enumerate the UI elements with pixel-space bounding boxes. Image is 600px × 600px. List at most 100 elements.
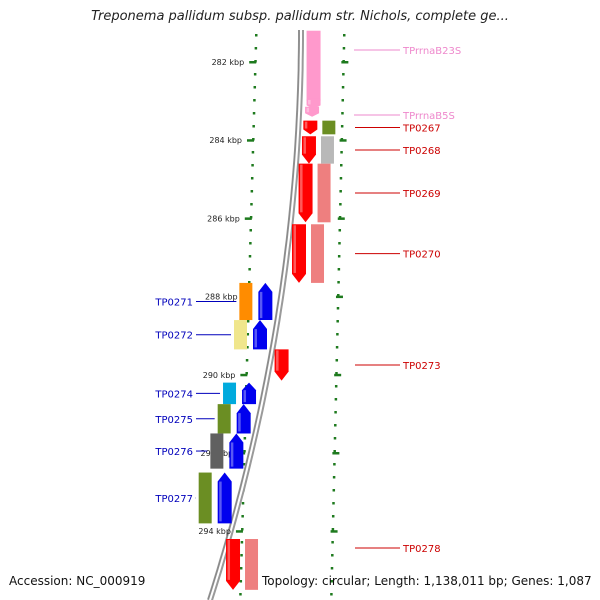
right-dot-guide-dot [340, 164, 343, 167]
ruler-tick-right [339, 139, 347, 142]
right-dot-guide-dot [341, 112, 344, 115]
right-dot-guide-dot [339, 190, 342, 193]
cog-bar-TP0271 [239, 282, 253, 321]
right-dot-guide-dot [336, 307, 340, 310]
cog-bar-TP0269 [317, 163, 331, 223]
right-dot-guide-dot [330, 580, 333, 583]
rrna-arrow-TPrrnaB5S [305, 106, 320, 117]
reverse-gene-TP0274 [242, 382, 257, 405]
right-dot-guide-dot [333, 437, 337, 440]
cog-bar-TP0278 [245, 539, 259, 590]
left-dot-guide-dot [254, 47, 258, 50]
forward-gene-TP0268-shine [303, 137, 306, 154]
right-dot-guide-dot [333, 450, 336, 453]
left-dot-guide-dot [255, 34, 258, 37]
reverse-gene-TP0274-shine [243, 390, 247, 403]
right-dot-guide-dot [335, 359, 339, 362]
right-dot-guide-dot [331, 515, 335, 518]
right-dot-guide-dot [334, 411, 337, 414]
left-dot-guide-dot [253, 86, 257, 89]
left-dot-guide-dot [251, 164, 254, 167]
right-dot-guide-dot [335, 372, 338, 375]
right-dot-guide-dot [338, 216, 342, 219]
dotted-guides [239, 34, 346, 596]
ruler-label: 294 kbp [198, 527, 231, 536]
left-dot-guide-dot [239, 567, 243, 570]
cog-bar-TP0268 [320, 136, 334, 164]
backbone-edge [207, 30, 300, 600]
forward-gene-TP0268 [301, 136, 316, 164]
reverse-gene-TP0276 [229, 433, 244, 469]
right-dot-guide-dot [334, 385, 338, 388]
reverse-gene-TP0275-shine [238, 413, 241, 432]
gene-label-TP0272: TP0272 [154, 331, 193, 342]
left-dot-guide-dot [248, 255, 252, 258]
right-dot-guide-dot [334, 424, 337, 427]
right-dot-guide-dot [339, 177, 343, 180]
right-dot-guide-dot [337, 255, 341, 258]
right-dot-guide-dot [337, 294, 340, 297]
ruler-tick-right [332, 452, 340, 455]
ruler-label: 282 kbp [212, 58, 245, 67]
forward-gene-TP0267-shine [304, 121, 308, 129]
cog-bar-TP0276 [210, 433, 224, 469]
left-dot-guide-dot [239, 580, 243, 583]
left-dot-guide-dot [250, 203, 253, 206]
forward-gene-TP0273 [274, 349, 289, 381]
gene-label-TP0275: TP0275 [154, 415, 193, 426]
forward-gene-TP0270 [292, 224, 307, 283]
right-dot-guide-dot [336, 320, 339, 323]
map-title: Treponema pallidum subsp. pallidum str. … [91, 9, 509, 24]
ruler-tick-right [330, 530, 338, 533]
cog-bar-TP0267 [322, 120, 336, 135]
left-dot-guide-dot [245, 372, 248, 375]
cog-bar-TP0272 [234, 320, 248, 350]
left-dot-guide-dot [240, 554, 243, 557]
left-dot-guide-dot [239, 593, 242, 596]
gene-label-TP0267: TP0267 [402, 123, 441, 134]
ruler-tick [246, 139, 254, 142]
right-dot-guide-dot [330, 593, 333, 596]
gene-label-TP0270: TP0270 [402, 250, 441, 261]
right-dot-guide-dot [342, 73, 345, 76]
forward-gene-TP0269 [298, 163, 313, 223]
ruler-tick-right [337, 217, 345, 220]
forward-gene-TP0269-shine [300, 164, 303, 213]
ruler-label: 290 kbp [203, 371, 236, 380]
forward-gene-TP0273-shine [276, 350, 279, 371]
forward-gene-TP0278-shine [227, 540, 231, 580]
reverse-gene-TP0271-shine [259, 291, 263, 319]
reverse-gene-TP0272 [253, 320, 268, 350]
left-dot-guide-dot [243, 437, 247, 440]
left-dot-guide-dot [252, 112, 256, 115]
gene-label-TP0274: TP0274 [154, 389, 193, 400]
right-dot-guide-dot [339, 203, 342, 206]
forward-gene-TP0267 [303, 120, 318, 135]
left-dot-guide-dot [240, 541, 244, 544]
ruler-tick-right [335, 295, 343, 299]
left-dot-guide-dot [253, 99, 256, 102]
gene-label-TP0273: TP0273 [402, 361, 441, 372]
ruler-tick [249, 61, 257, 64]
right-dot-guide-dot [332, 476, 336, 479]
reverse-gene-TP0276-shine [230, 442, 234, 467]
right-dot-guide-dot [331, 541, 334, 544]
reverse-gene-TP0277 [217, 472, 232, 524]
ruler-tick-right [341, 61, 349, 64]
left-dot-guide-dot [242, 463, 246, 466]
right-dot-guide-dot [332, 502, 335, 505]
left-dot-guide-dot [250, 177, 254, 180]
gene-tracks [198, 30, 336, 590]
gene-label-TP0269: TP0269 [402, 189, 441, 200]
left-dot-guide-dot [252, 125, 255, 128]
right-dot-guide-dot [337, 268, 341, 271]
left-dot-guide-dot [241, 502, 245, 505]
rrna-bar-TPrrnaB23S [306, 30, 321, 101]
right-dot-guide-dot [340, 125, 344, 128]
left-dot-guide-dot [241, 515, 244, 518]
ruler-tick [240, 373, 248, 377]
right-dot-guide-dot [342, 47, 346, 50]
left-dot-guide-dot [243, 450, 246, 453]
left-dot-guide-dot [241, 528, 244, 531]
